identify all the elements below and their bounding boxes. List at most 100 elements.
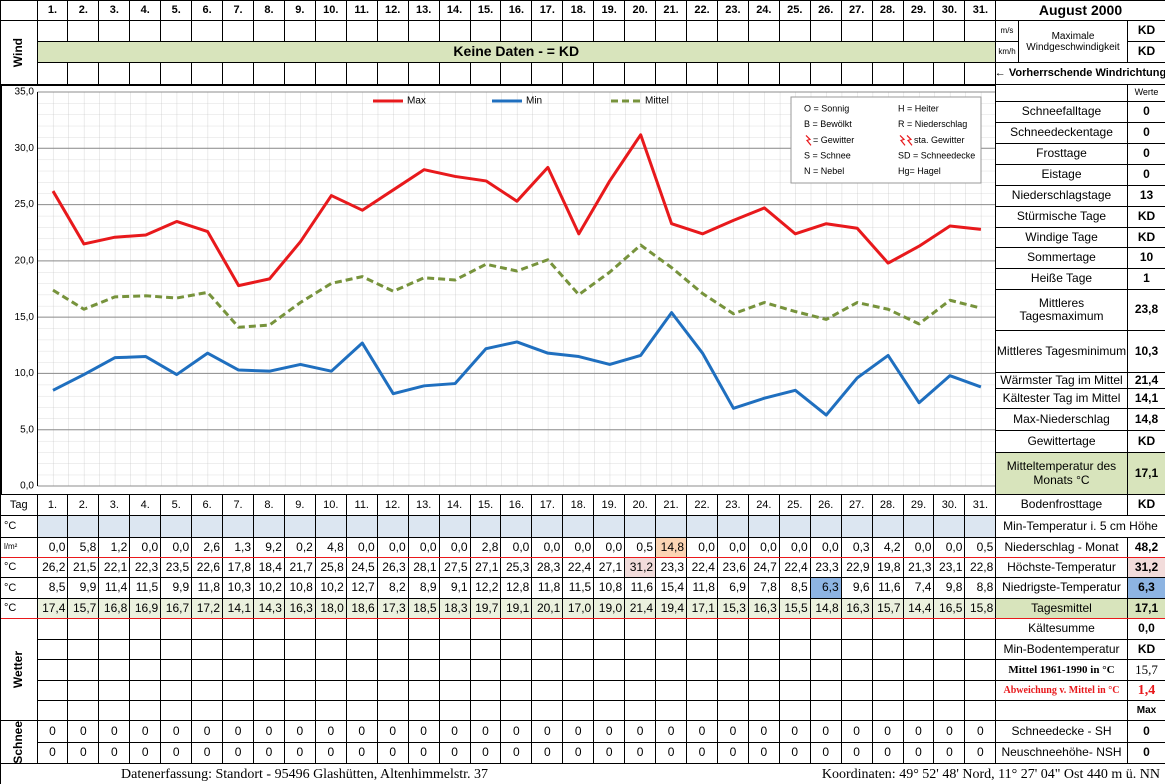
max-temp-cell: 19,8 — [872, 558, 904, 578]
weather-cell — [439, 619, 471, 640]
max-temp-cell: 23,3 — [810, 558, 842, 578]
mean-temp-cell: 18,6 — [346, 599, 378, 619]
summary-label: Bodenfrosttage — [996, 495, 1128, 516]
summary-value: Max — [1128, 701, 1165, 721]
wind-cell — [223, 63, 254, 85]
unit-row-cell — [439, 516, 471, 538]
weather-cell — [315, 701, 347, 721]
mean-temp-cell: 18,3 — [439, 599, 471, 619]
summary-blank — [996, 85, 1128, 102]
weather-cell — [903, 640, 935, 660]
summary-value: 23,8 — [1128, 290, 1165, 331]
min-temp-cell: 8,5 — [779, 578, 811, 599]
weather-cell — [872, 660, 904, 681]
precipitation-cell: 0,0 — [687, 538, 718, 558]
weather-cell — [99, 701, 131, 721]
precipitation-cell: 1,3 — [223, 538, 254, 558]
day-header: 24. — [748, 495, 780, 516]
y-tick-label: 35,0 — [15, 87, 35, 98]
weather-cell — [903, 681, 935, 701]
summary-value: 0 — [1128, 743, 1165, 764]
weather-code: R = Niederschlag — [898, 119, 967, 129]
weather-cell — [625, 640, 657, 660]
max-temp-cell: 24,7 — [748, 558, 780, 578]
summary-value: KD — [1128, 640, 1165, 660]
weather-cell — [68, 681, 100, 701]
weather-cell — [965, 660, 997, 681]
max-temp-cell: 26,2 — [37, 558, 69, 578]
snow-cell: 0 — [841, 721, 873, 743]
weather-cell — [223, 640, 254, 660]
max-temp-cell: 22,3 — [130, 558, 162, 578]
weather-cell — [284, 681, 316, 701]
unit-row-cell — [810, 516, 842, 538]
wind-cell — [656, 63, 688, 85]
unit-row-cell — [717, 516, 749, 538]
weather-cell — [563, 681, 595, 701]
weather-cell — [934, 681, 966, 701]
precipitation-cell: 0,5 — [965, 538, 997, 558]
min-temp-cell: 11,6 — [872, 578, 904, 599]
summary-label: Höchste-Temperatur — [996, 558, 1128, 578]
snow-cell: 0 — [439, 743, 471, 764]
wind-unit: km/h — [996, 42, 1019, 63]
weather-cell — [408, 701, 440, 721]
day-header: 19. — [594, 495, 626, 516]
summary-value: 10 — [1128, 248, 1165, 269]
unit-label: °C — [1, 578, 38, 599]
vertical-label: Schnee — [11, 721, 26, 764]
weather-cell — [841, 701, 873, 721]
y-tick-label: 20,0 — [15, 255, 35, 266]
weather-cell — [563, 660, 595, 681]
footer-right: Koordinaten: 49° 52' 48' Nord, 11° 27' 0… — [821, 766, 1160, 782]
snow-cell: 0 — [717, 743, 749, 764]
weather-label: Wetter — [1, 619, 38, 721]
snow-cell: 0 — [563, 743, 595, 764]
weather-cell — [687, 701, 718, 721]
wind-cell — [656, 21, 688, 42]
wind-cell — [254, 63, 285, 85]
unit-row-cell — [532, 516, 564, 538]
chart-frame — [1, 85, 996, 495]
weather-cell — [68, 660, 100, 681]
day-header: 15. — [470, 495, 502, 516]
unit-row-cell — [37, 516, 69, 538]
min-temp-cell: 6,9 — [717, 578, 749, 599]
series-line — [52, 243, 982, 329]
day-header: 20. — [625, 495, 657, 516]
wind-cell — [872, 63, 904, 85]
wind-cell — [254, 21, 285, 42]
weather-cell — [37, 619, 69, 640]
min-temp-cell: 9,1 — [439, 578, 471, 599]
precipitation-cell: 0,0 — [532, 538, 564, 558]
wind-cell — [161, 63, 193, 85]
y-tick-label: 10,0 — [15, 368, 35, 379]
precipitation-cell: 0,2 — [284, 538, 316, 558]
wind-cell — [934, 63, 966, 85]
summary-label: Niederschlagstage — [996, 186, 1128, 207]
snow-cell: 0 — [284, 721, 316, 743]
weather-cell — [779, 701, 811, 721]
weather-cell — [748, 640, 780, 660]
day-header: 14. — [439, 495, 471, 516]
day-header: 4. — [130, 495, 162, 516]
series-line — [52, 311, 982, 417]
wind-cell — [563, 63, 595, 85]
weather-cell — [470, 660, 502, 681]
weather-cell — [748, 619, 780, 640]
day-header: 13. — [408, 495, 440, 516]
snow-cell: 0 — [315, 721, 347, 743]
min-temp-cell: 11,5 — [130, 578, 162, 599]
weather-cell — [408, 660, 440, 681]
unit-row-cell — [130, 516, 162, 538]
summary-label: Tagesmittel — [996, 599, 1128, 619]
wind-cell — [377, 21, 409, 42]
mean-temp-cell: 18,0 — [315, 599, 347, 619]
weather-cell — [810, 619, 842, 640]
summary-value: 1 — [1128, 269, 1165, 290]
max-temp-cell: 22,4 — [563, 558, 595, 578]
wind-cell — [748, 63, 780, 85]
weather-cell — [532, 619, 564, 640]
min-temp-cell: 9,9 — [161, 578, 193, 599]
summary-value: 31,2 — [1128, 558, 1165, 578]
